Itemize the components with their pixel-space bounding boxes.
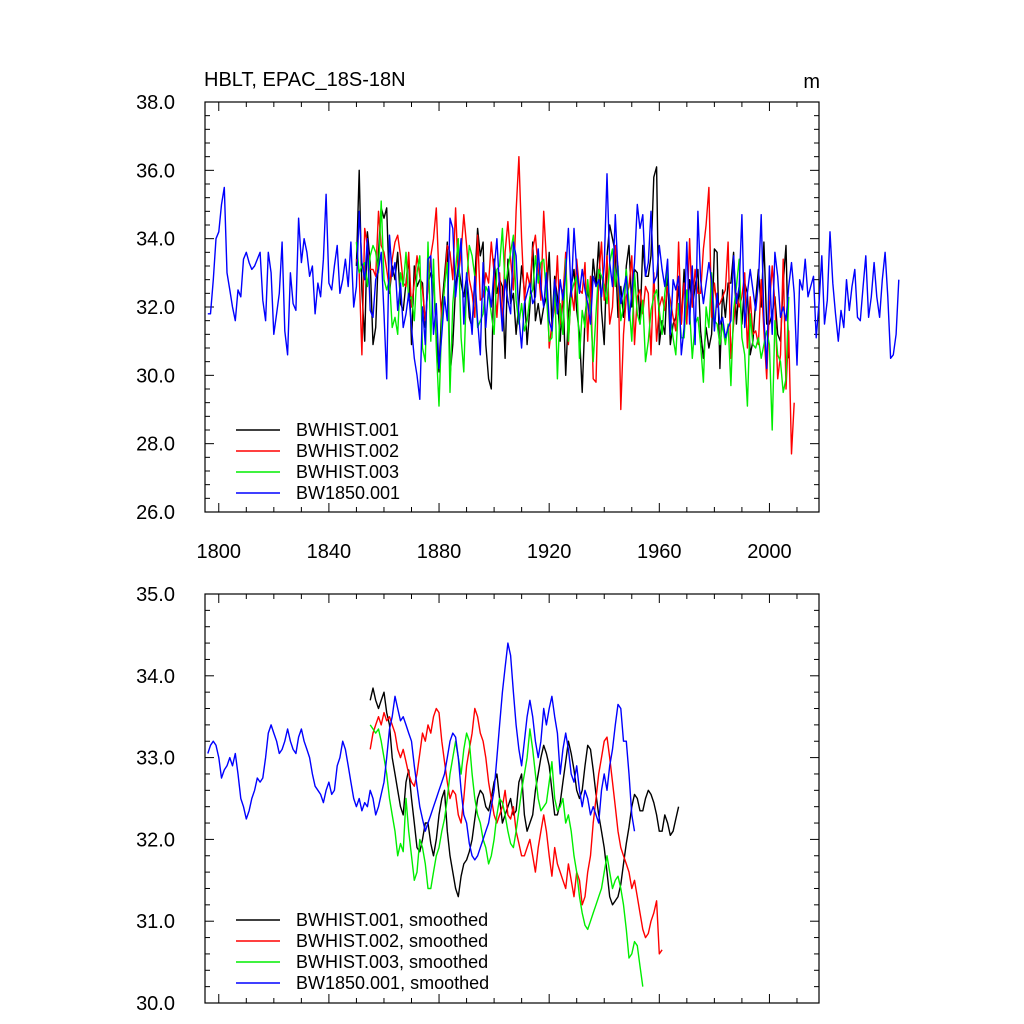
series-line-bwhist-003 (355, 200, 790, 431)
legend-label: BWHIST.003, smoothed (296, 952, 488, 972)
legend-label: BWHIST.001, smoothed (296, 910, 488, 930)
bottom-y-tick-label: 34.0 (136, 666, 175, 688)
bottom-y-tick-label: 31.0 (136, 911, 175, 933)
legend-label: BWHIST.001 (296, 420, 399, 440)
bottom-chart-axes: 30.0 31.0 32.0 33.0 34.0 35.0 (136, 584, 820, 1015)
series-line-bw1850-001 (207, 173, 900, 400)
bottom-chart-panel: 30.0 31.0 32.0 33.0 34.0 35.0 BWHIST.001, smo… (136, 584, 820, 1015)
legend-label: BW1850.001 (296, 483, 400, 503)
legend-label: BW1850.001, smoothed (296, 973, 489, 993)
bottom-y-tick-label: 35.0 (136, 584, 175, 606)
top-x-tick-label: 1960 (637, 541, 682, 563)
legend-label: BWHIST.002, smoothed (296, 931, 488, 951)
bottom-chart-series (207, 642, 680, 987)
bottom-y-tick-label: 30.0 (136, 993, 175, 1015)
bottom-y-tick-label: 32.0 (136, 829, 175, 851)
top-y-tick-label: 28.0 (136, 434, 175, 456)
legend-label: BWHIST.002 (296, 441, 399, 461)
legend-label: BWHIST.003 (296, 462, 399, 482)
series-line-bwhist-003-smoothed (369, 724, 644, 987)
series-line-bwhist-002 (355, 155, 795, 455)
top-y-tick-label: 38.0 (136, 92, 175, 114)
top-y-tick-label: 30.0 (136, 365, 175, 387)
top-chart-axes: 1800 1840 1880 1920 1960 2000 26.0 28.0 30.0 32.0… (136, 92, 820, 563)
top-x-tick-label: 1840 (307, 541, 352, 563)
top-x-tick-label: 1800 (197, 541, 242, 563)
top-x-tick-label: 1880 (417, 541, 462, 563)
top-x-tick-label: 2000 (747, 541, 792, 563)
top-y-tick-label: 32.0 (136, 297, 175, 319)
top-y-tick-label: 36.0 (136, 160, 175, 182)
top-y-tick-label: 34.0 (136, 229, 175, 251)
top-x-tick-label: 1920 (527, 541, 572, 563)
series-line-bw1850-001-smoothed (207, 642, 636, 861)
top-chart-series (207, 155, 900, 455)
top-chart-panel: HBLT, EPAC_18S-18N m 1800 1840 1880 1920 196… (136, 69, 900, 563)
bottom-y-tick-label: 33.0 (136, 748, 175, 770)
top-chart-units: m (803, 71, 820, 93)
bottom-chart-frame (204, 593, 820, 1004)
top-y-tick-label: 26.0 (136, 502, 175, 524)
top-chart-title: HBLT, EPAC_18S-18N (204, 69, 406, 91)
